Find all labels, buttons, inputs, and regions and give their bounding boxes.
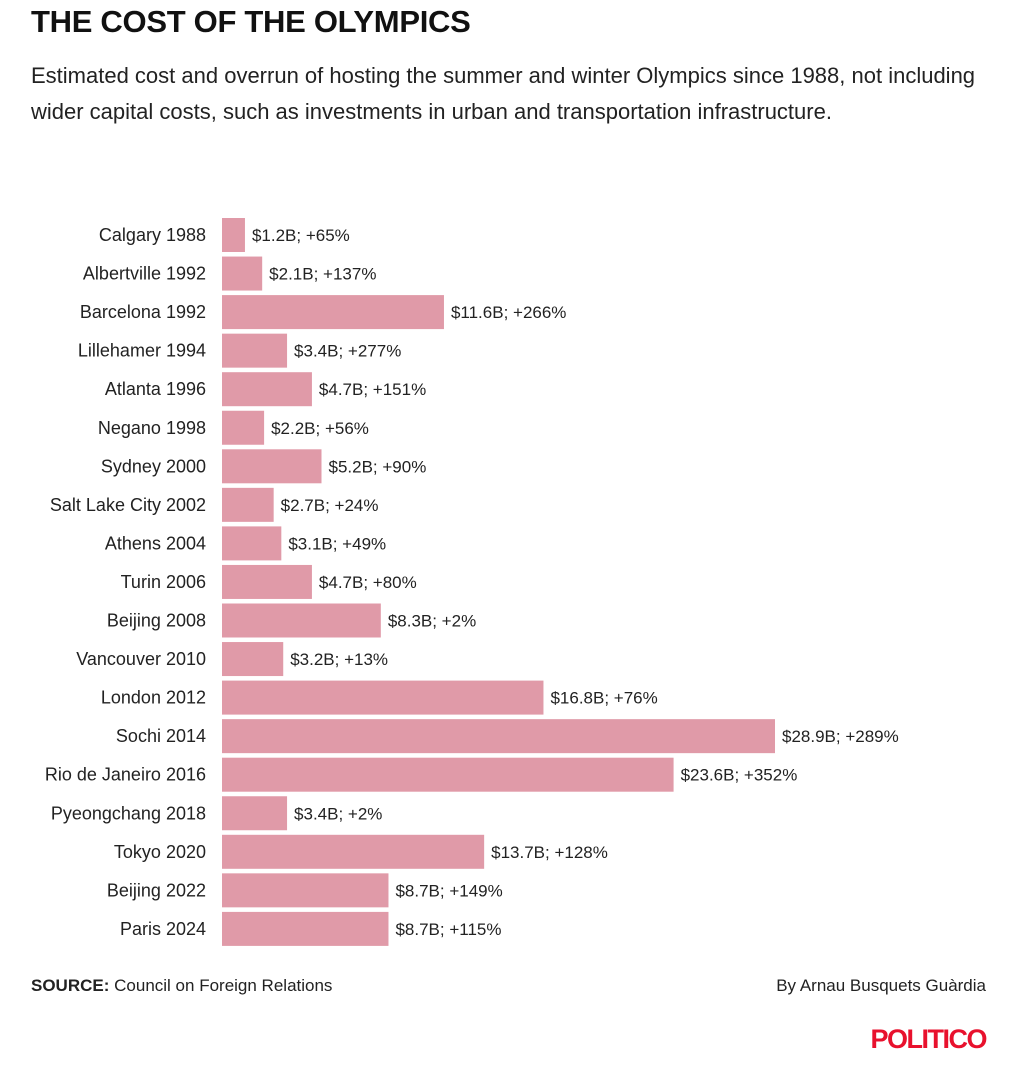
bar [222,873,389,908]
bar [222,526,282,561]
bar [222,911,389,946]
bar [222,834,485,869]
data-label: $3.1B; +49% [288,534,386,553]
data-label: $28.9B; +289% [782,727,899,746]
data-label: $3.4B; +2% [294,804,382,823]
bar [222,796,288,831]
category-label: Calgary 1988 [99,225,206,245]
data-label: $4.7B; +151% [319,380,426,399]
data-label: $4.7B; +80% [319,573,417,592]
source-text: Council on Foreign Relations [114,976,333,995]
category-label: Tokyo 2020 [114,842,206,862]
category-label: Turin 2006 [121,572,206,592]
category-label: Pyeongchang 2018 [51,803,206,823]
category-label: Salt Lake City 2002 [50,495,206,515]
category-label: Negano 1998 [98,418,206,438]
bar [222,372,312,407]
category-label: Sochi 2014 [116,726,206,746]
category-label: Barcelona 1992 [80,302,206,322]
bar [222,719,775,754]
category-label: Beijing 2008 [107,611,206,631]
bar [222,487,274,522]
category-label: Rio de Janeiro 2016 [45,765,206,785]
byline: By Arnau Busquets Guàrdia [776,976,986,995]
bar [222,333,288,368]
category-label: Vancouver 2010 [76,649,206,669]
bar [222,256,263,291]
source-note: SOURCE: Council on Foreign Relations [31,976,332,996]
bar [222,757,674,792]
data-label: $2.1B; +137% [269,265,376,284]
category-label: Sydney 2000 [101,456,206,476]
bar [222,564,312,599]
data-label: $3.4B; +277% [294,342,401,361]
category-label: Lillehamer 1994 [78,341,206,361]
bar [222,680,544,715]
data-label: $13.7B; +128% [491,843,608,862]
category-label: London 2012 [101,688,206,708]
data-label: $8.7B; +115% [395,920,501,939]
data-label: $2.2B; +56% [271,419,369,438]
bar [222,449,322,484]
bar-chart: Calgary 1988 $1.2B; +65% Albertville 1992 $… [45,218,899,946]
category-label: Beijing 2022 [107,880,206,900]
data-label: $16.8B; +76% [550,689,657,708]
data-label: $11.6B; +266% [451,303,566,322]
category-label: Albertville 1992 [83,264,206,284]
data-label: $23.6B; +352% [681,766,798,785]
chart-subtitle: Estimated cost and overrun of hosting th… [31,63,976,124]
data-label: $8.3B; +2% [388,612,476,631]
category-label: Atlanta 1996 [105,379,206,399]
bar [222,218,245,252]
data-label: $2.7B; +24% [281,496,379,515]
bar [222,603,381,638]
data-label: $5.2B; +90% [329,457,427,476]
politico-logo: POLITICO [870,1024,988,1054]
bar [222,295,444,330]
chart-title: THE COST OF THE OLYMPICS [31,4,471,39]
bar [222,642,284,677]
category-label: Paris 2024 [120,919,206,939]
data-label: $8.7B; +149% [395,881,502,900]
data-label: $1.2B; +65% [252,226,350,245]
source-label: SOURCE: [31,976,110,995]
data-label: $3.2B; +13% [290,650,388,669]
bar [222,410,265,445]
category-label: Athens 2004 [105,533,206,553]
